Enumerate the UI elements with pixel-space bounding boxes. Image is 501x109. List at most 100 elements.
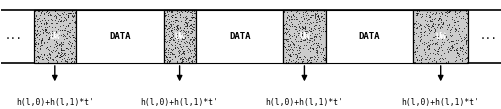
Point xyxy=(315,32,323,34)
Point xyxy=(419,49,427,51)
Point xyxy=(183,41,191,43)
Point xyxy=(408,32,416,33)
Point xyxy=(70,60,78,62)
Point xyxy=(183,48,191,49)
Point xyxy=(167,11,175,12)
Point xyxy=(441,10,449,12)
Point xyxy=(182,24,190,26)
Point xyxy=(311,42,319,44)
Point xyxy=(412,56,420,58)
Point xyxy=(37,12,45,13)
Point xyxy=(187,43,195,45)
Point xyxy=(453,20,461,22)
Point xyxy=(183,60,191,61)
Point xyxy=(52,45,60,47)
Point xyxy=(168,36,176,37)
Point xyxy=(310,12,318,13)
Point xyxy=(36,33,44,35)
Point xyxy=(184,58,192,60)
Point xyxy=(282,61,290,63)
Point xyxy=(455,10,463,12)
Point xyxy=(451,28,459,30)
Point xyxy=(55,34,63,36)
Point xyxy=(45,31,53,33)
Point xyxy=(422,57,430,58)
Point xyxy=(65,44,73,45)
Point xyxy=(304,30,312,31)
Point xyxy=(419,31,427,33)
Point xyxy=(184,56,192,58)
Point xyxy=(444,11,452,13)
Point xyxy=(184,48,192,50)
Point xyxy=(186,38,194,40)
Point xyxy=(66,50,74,52)
Point xyxy=(165,39,173,41)
Point xyxy=(172,46,180,48)
Point xyxy=(174,50,182,52)
Point xyxy=(165,60,173,62)
Point xyxy=(305,21,313,23)
Point xyxy=(282,49,290,51)
Point xyxy=(166,56,174,58)
Point xyxy=(70,61,78,63)
Point xyxy=(34,27,42,28)
Point xyxy=(283,24,291,25)
Point xyxy=(187,49,195,51)
Point xyxy=(41,28,49,29)
Point xyxy=(34,56,42,58)
Point xyxy=(450,30,458,32)
Point xyxy=(44,12,52,14)
Point xyxy=(167,25,175,27)
Point xyxy=(188,16,196,18)
Point xyxy=(71,55,79,57)
Point xyxy=(189,38,197,40)
Point xyxy=(37,45,45,47)
Point xyxy=(311,17,319,19)
Point xyxy=(453,24,461,26)
Point xyxy=(62,18,70,20)
Point xyxy=(190,49,198,51)
Point xyxy=(296,40,304,41)
Point xyxy=(33,20,41,21)
Point xyxy=(449,19,457,21)
Point xyxy=(48,32,56,34)
Point xyxy=(31,20,39,22)
Point xyxy=(409,33,417,35)
Point xyxy=(295,20,303,22)
Point xyxy=(286,55,294,56)
Point xyxy=(58,52,66,54)
Point xyxy=(412,10,420,12)
Point xyxy=(449,43,457,45)
Point xyxy=(175,13,183,15)
Point xyxy=(62,19,70,21)
Point xyxy=(452,42,460,44)
Point xyxy=(176,9,184,11)
Point xyxy=(410,62,418,63)
Point xyxy=(457,59,465,60)
Point xyxy=(458,54,466,55)
Point xyxy=(178,9,186,11)
Point xyxy=(315,20,323,22)
Point xyxy=(321,53,329,55)
Point xyxy=(280,11,288,13)
Point xyxy=(187,12,195,14)
Point xyxy=(59,35,67,37)
Point xyxy=(425,11,433,13)
Point xyxy=(411,14,419,16)
Point xyxy=(184,34,192,36)
Point xyxy=(416,39,424,40)
Point xyxy=(440,62,448,64)
Point xyxy=(460,51,468,53)
Point xyxy=(69,16,77,18)
Point xyxy=(72,10,80,11)
Point xyxy=(40,43,48,44)
Point xyxy=(191,42,199,43)
Point xyxy=(32,41,40,43)
Point xyxy=(300,11,308,13)
Point xyxy=(161,35,169,36)
Point xyxy=(293,31,301,32)
Point xyxy=(38,58,46,59)
Point xyxy=(460,51,468,53)
Point xyxy=(312,13,320,15)
Point xyxy=(35,34,43,36)
